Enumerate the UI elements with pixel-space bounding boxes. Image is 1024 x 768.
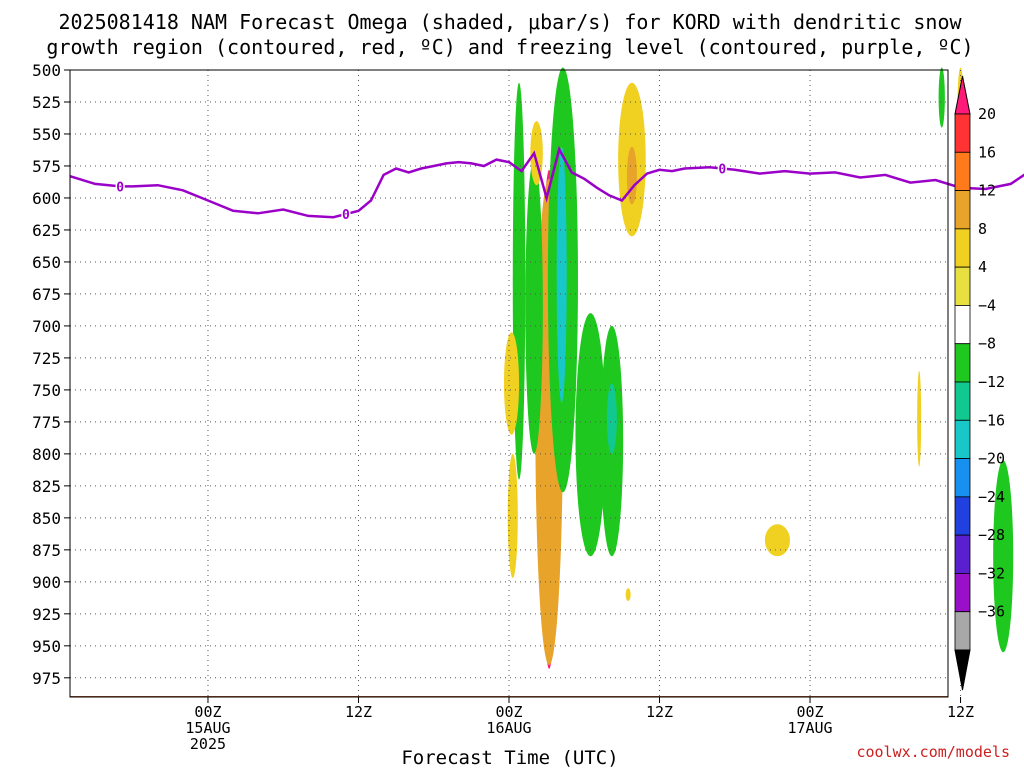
omega-cell xyxy=(993,460,1014,653)
colorbar-swatch xyxy=(954,611,971,651)
colorbar-swatch xyxy=(954,573,971,613)
x-axis: 00Z15AUG202512Z00Z16AUG12Z00Z17AUG12Z00Z… xyxy=(185,697,974,753)
y-tick-label: 575 xyxy=(32,157,61,176)
x-tick-label: 12Z xyxy=(345,703,372,721)
colorbar-label: −8 xyxy=(978,335,996,353)
y-tick-label: 550 xyxy=(32,125,61,144)
colorbar-label: 20 xyxy=(978,105,996,123)
x-axis-title: Forecast Time (UTC) xyxy=(401,747,618,768)
x-tick-label: 00Z xyxy=(194,703,221,721)
omega-cell xyxy=(938,67,945,128)
colorbar-swatch xyxy=(954,113,971,153)
colorbar-swatch xyxy=(954,305,971,345)
colorbar-swatch xyxy=(954,343,971,383)
x-tick-label: 12Z xyxy=(947,703,974,721)
y-tick-label: 775 xyxy=(32,413,61,432)
colorbar-swatch xyxy=(954,381,971,421)
colorbar-swatch xyxy=(954,496,971,536)
omega-shading xyxy=(503,67,1014,669)
credit-label: coolwx.com/models xyxy=(856,743,1010,761)
colorbar-label: −36 xyxy=(978,603,1005,621)
omega-cell xyxy=(626,146,637,205)
omega-cell xyxy=(764,524,790,557)
x-tick-label: 16AUG xyxy=(486,719,531,737)
colorbar-swatch xyxy=(954,458,971,498)
colorbar-swatch xyxy=(954,266,971,306)
colorbar: 20 16 12 8 4 −4 −8 −12 −16 −20 −24 −28 −32 −36 xyxy=(954,75,1005,691)
y-tick-label: 525 xyxy=(32,93,61,112)
omega-cell xyxy=(525,159,543,454)
omega-cell xyxy=(917,370,922,467)
colorbar-label: 16 xyxy=(978,143,996,161)
colorbar-label: 12 xyxy=(978,182,996,200)
colorbar-label: 4 xyxy=(978,258,987,276)
y-tick-label: 950 xyxy=(32,637,61,656)
omega-cell xyxy=(575,313,606,557)
colorbar-label: −12 xyxy=(978,373,1005,391)
colorbar-swatch xyxy=(954,534,971,574)
colorbar-label: −16 xyxy=(978,411,1005,429)
chart-title-line-1: 2025081418 NAM Forecast Omega (shaded, μ… xyxy=(58,10,962,34)
y-tick-label: 975 xyxy=(32,669,61,688)
y-tick-label: 825 xyxy=(32,477,61,496)
colorbar-swatch xyxy=(954,228,971,268)
y-tick-label: 875 xyxy=(32,541,61,560)
colorbar-swatch xyxy=(954,151,971,191)
y-tick-label: 700 xyxy=(32,317,61,336)
colorbar-swatch xyxy=(954,419,971,459)
chart-title-line-2: growth region (contoured, red, ºC) and f… xyxy=(46,35,973,59)
x-tick-label: 00Z xyxy=(495,703,522,721)
colorbar-label: −28 xyxy=(978,526,1005,544)
x-tick-label: 15AUG xyxy=(185,719,230,737)
x-tick-label: 00Z xyxy=(796,703,823,721)
colorbar-label: −32 xyxy=(978,564,1005,582)
freezing-level-label: 0 xyxy=(342,208,350,223)
freezing-level-label: 0 xyxy=(116,180,124,195)
y-tick-label: 600 xyxy=(32,189,61,208)
y-tick-label: 500 xyxy=(32,61,61,80)
colorbar-swatch xyxy=(954,190,971,230)
y-tick-label: 650 xyxy=(32,253,61,272)
y-tick-label: 625 xyxy=(32,221,61,240)
y-tick-label: 900 xyxy=(32,573,61,592)
omega-cell xyxy=(606,383,617,454)
omega-cell xyxy=(503,332,520,435)
y-tick-label: 750 xyxy=(32,381,61,400)
y-axis: 500 525 550 575 600 625 650 675 700 725 750 775 800 8… xyxy=(32,61,70,688)
omega-cell xyxy=(556,146,567,403)
colorbar-label: −24 xyxy=(978,488,1005,506)
colorbar-label: −4 xyxy=(978,296,996,314)
y-tick-label: 675 xyxy=(32,285,61,304)
colorbar-label: 8 xyxy=(978,220,987,238)
omega-cell xyxy=(507,453,518,578)
freezing-level-label: 0 xyxy=(718,163,726,178)
y-tick-label: 725 xyxy=(32,349,61,368)
y-tick-label: 925 xyxy=(32,605,61,624)
y-tick-label: 800 xyxy=(32,445,61,464)
x-tick-label: 17AUG xyxy=(787,719,832,737)
colorbar-bottom-arrow xyxy=(954,649,971,691)
colorbar-label: −20 xyxy=(978,450,1005,468)
x-tick-label: 12Z xyxy=(646,703,673,721)
x-tick-label: 2025 xyxy=(190,735,226,753)
omega-cell xyxy=(625,588,631,602)
y-tick-label: 850 xyxy=(32,509,61,528)
